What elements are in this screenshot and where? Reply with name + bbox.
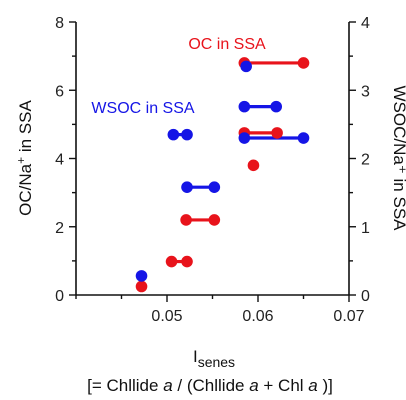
series-1-point	[135, 270, 148, 282]
series-1-point	[238, 100, 251, 113]
series-0-point	[180, 214, 192, 226]
series-0-point	[181, 255, 193, 268]
y-left-tick-label: 6	[55, 83, 64, 100]
y-right-tick-label: 0	[361, 288, 370, 305]
x-tick-label: 0.05	[151, 308, 182, 325]
series-0-point	[165, 255, 178, 268]
y-axis-right-title: WSOC/Na⁺ in SSA	[390, 85, 406, 231]
series-1-point	[167, 128, 180, 141]
annotation-oc: OC in SSA	[188, 36, 266, 53]
series-1-point	[240, 60, 252, 73]
y-right-tick-label: 4	[361, 15, 370, 32]
x-tick-label: 0.07	[333, 308, 364, 325]
y-right-tick-label: 2	[361, 152, 370, 169]
series-0-point	[247, 159, 260, 172]
ticks: 0.05 0.06 0.07 0 2 4 6 8 0 1 2 3 4	[55, 15, 370, 325]
series-0-point	[271, 127, 283, 139]
x-axis-title: Isenes	[193, 347, 235, 370]
series-1-point	[181, 181, 193, 193]
y-left-tick-label: 8	[55, 15, 64, 32]
y-right-tick-label: 1	[361, 220, 370, 237]
series-1-point	[208, 181, 221, 193]
series-1-point	[297, 132, 310, 144]
series-0-point	[297, 57, 310, 69]
series-1-point	[181, 128, 193, 141]
y-left-tick-label: 2	[55, 220, 64, 237]
series-1-point	[270, 100, 283, 113]
marks	[135, 57, 310, 293]
series-1-point	[238, 132, 251, 144]
y-axis-left-title: OC/Na+ in SSA	[14, 100, 35, 216]
y-right-tick-label: 3	[361, 83, 370, 100]
series-0-point	[208, 214, 221, 226]
y-left-tick-label: 0	[55, 288, 64, 305]
y-left-tick-label: 4	[55, 152, 64, 169]
series-0-point	[135, 280, 148, 293]
x-tick-label: 0.06	[242, 308, 273, 325]
annotation-wsoc: WSOC in SSA	[91, 100, 194, 117]
x-axis-note: [= Chllide a / (Chllide a + Chl a )]	[87, 376, 333, 395]
